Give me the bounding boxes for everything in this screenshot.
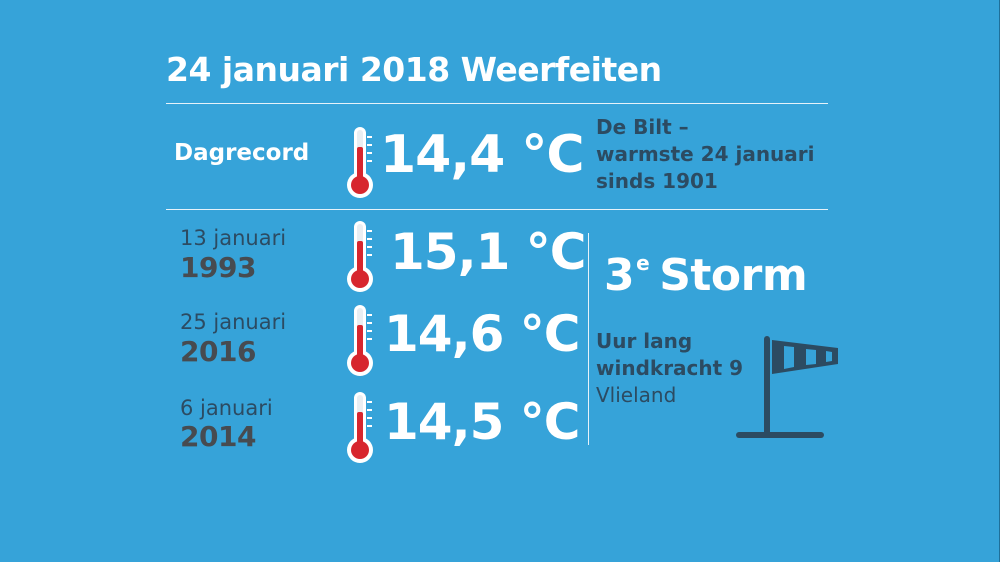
record-note-line: warmste 24 januari: [596, 142, 815, 166]
history-temperature: 15,1 °C: [390, 223, 586, 281]
storm-suffix: e: [636, 251, 650, 276]
record-note-line: De Bilt –: [596, 115, 689, 139]
record-temperature: 14,4 °C: [380, 125, 585, 185]
history-temperature: 14,5 °C: [384, 393, 580, 451]
storm-info-line: Vlieland: [596, 383, 677, 407]
history-year: 2014: [180, 420, 256, 453]
history-temperature: 14,6 °C: [384, 305, 580, 363]
history-year: 2016: [180, 335, 256, 368]
thermometer-icon: [346, 390, 376, 466]
divider-vertical: [588, 233, 589, 445]
history-date: 25 januari: [180, 310, 287, 334]
thermometer-icon: [346, 303, 376, 379]
record-note: De Bilt – warmste 24 januari sinds 1901: [596, 114, 815, 195]
storm-info-line: windkracht 9: [596, 356, 744, 380]
storm-info-line: Uur lang: [596, 329, 693, 353]
divider-top: [166, 103, 828, 104]
storm-heading: 3 e Storm: [604, 250, 808, 301]
storm-info: Uur lang windkracht 9 Vlieland: [596, 328, 743, 409]
storm-label: Storm: [659, 250, 808, 301]
history-date: 13 januari: [180, 226, 287, 250]
thermometer-icon: [346, 125, 376, 201]
record-label: Dagrecord: [174, 140, 310, 166]
thermometer-icon: [346, 219, 376, 295]
windsock-icon: [734, 332, 844, 446]
page-title: 24 januari 2018 Weerfeiten: [166, 50, 662, 89]
history-date: 6 januari: [180, 396, 273, 420]
record-note-line: sinds 1901: [596, 169, 718, 193]
divider-middle: [166, 209, 828, 210]
storm-number: 3: [604, 250, 635, 301]
history-year: 1993: [180, 251, 256, 284]
